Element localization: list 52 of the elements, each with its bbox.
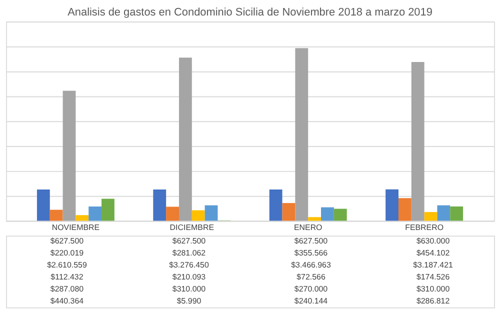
data-label: $627.500 <box>50 236 84 246</box>
data-label: $3.466.963 <box>291 260 332 270</box>
data-label: $174.526 <box>416 272 450 282</box>
bar <box>321 207 334 221</box>
data-label: $310.000 <box>172 284 206 294</box>
data-label: $440.364 <box>50 296 84 306</box>
bar <box>308 217 322 221</box>
data-label: $3.187.421 <box>413 260 454 270</box>
data-label: $3.276.450 <box>169 260 210 270</box>
bar <box>386 189 398 221</box>
data-label: $287.080 <box>50 284 84 294</box>
data-label: $627.500 <box>172 236 206 246</box>
data-label: $281.062 <box>172 248 206 258</box>
data-label: $220.019 <box>50 248 84 258</box>
data-label: $5.990 <box>176 296 202 306</box>
bar <box>36 189 50 221</box>
bar <box>411 62 424 221</box>
data-label: $112.432 <box>50 272 84 282</box>
bar <box>450 206 464 221</box>
data-label: $454.102 <box>416 248 450 258</box>
bar <box>437 205 450 221</box>
data-label: $630.000 <box>416 236 450 246</box>
x-tick-label: DICIEMBRE <box>170 223 214 232</box>
data-label: $627.500 <box>294 236 328 246</box>
x-tick-label: FEBRERO <box>405 223 444 232</box>
data-label: $310.000 <box>416 284 450 294</box>
data-label: $240.144 <box>294 296 328 306</box>
bar <box>62 90 76 221</box>
bar <box>192 210 205 221</box>
bar <box>204 205 218 221</box>
bar <box>295 48 308 221</box>
bar <box>178 58 192 221</box>
chart-title: Analisis de gastos en Condominio Sicilia de Noviembre 2018 a marzo 2019 <box>68 6 432 19</box>
bar <box>398 198 412 221</box>
bar <box>166 206 179 221</box>
x-tick-label: NOVIEMBRE <box>52 223 100 232</box>
bar <box>334 208 347 221</box>
bar <box>76 215 89 221</box>
bar <box>88 206 102 221</box>
bar <box>282 203 296 221</box>
data-label: $210.093 <box>172 272 206 282</box>
data-label: $72.566 <box>296 272 326 282</box>
bar <box>50 210 63 221</box>
data-label: $2.610.559 <box>47 260 88 270</box>
bar <box>153 189 166 221</box>
bar <box>424 212 438 221</box>
bar <box>102 198 114 221</box>
x-tick-label: ENERO <box>294 223 322 232</box>
bar <box>269 189 282 221</box>
data-label: $270.000 <box>294 284 328 294</box>
data-label: $355.566 <box>294 248 328 258</box>
data-label: $286.812 <box>416 296 450 306</box>
